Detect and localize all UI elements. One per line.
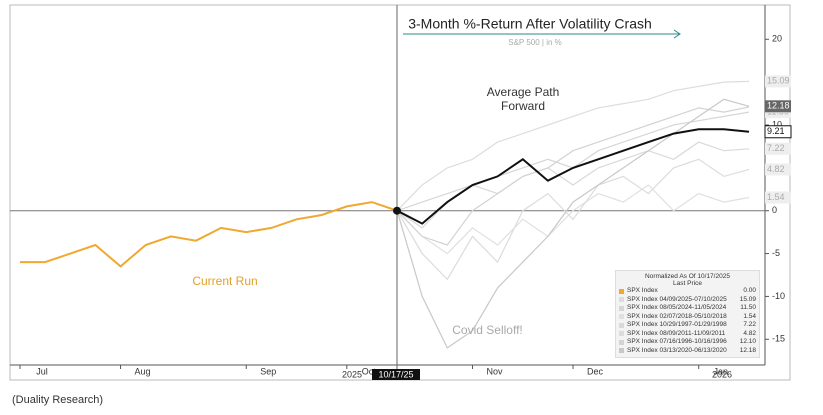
y-tick-label: 20 <box>772 34 782 44</box>
year-label: 2025 <box>342 369 362 379</box>
legend-swatch <box>619 297 624 303</box>
legend-item: SPX Index 03/13/2020-06/13/2020 12.18 <box>619 347 756 356</box>
value-tag <box>765 191 791 204</box>
value-tag <box>764 125 792 139</box>
series-line <box>396 141 750 229</box>
y-tick-label: -5 <box>772 248 780 258</box>
value-tag <box>765 75 791 88</box>
marker-label: 10/17/25 <box>378 369 413 379</box>
value-label: 15.09 <box>767 76 790 86</box>
title-arrowhead <box>673 29 681 39</box>
legend-label: SPX Index 08/09/2011-11/09/2011 <box>627 329 726 337</box>
chart-subtitle: S&P 500 | in % <box>508 38 562 47</box>
series-line <box>396 98 750 349</box>
value-tag <box>765 100 791 113</box>
legend-swatch <box>619 314 624 320</box>
legend-value: 0.00 <box>743 287 756 294</box>
legend-label: SPX Index 03/13/2020-06/13/2020 <box>627 346 727 354</box>
legend-swatch <box>619 339 624 345</box>
source: (Duality Research) <box>12 394 104 406</box>
legend-item: SPX Index 08/09/2011-11/09/2011 4.82 <box>619 330 756 339</box>
legend-item: SPX Index 07/16/1996-10/16/1996 12.10 <box>619 338 756 347</box>
legend-item: SPX Index 10/29/1997-01/29/1998 7.22 <box>619 321 756 330</box>
x-tick-label: Sep <box>260 366 276 376</box>
x-tick-label: Jan <box>713 366 728 376</box>
series-line <box>396 184 750 255</box>
legend-label: SPX Index 10/29/1997-01/29/1998 <box>627 321 727 328</box>
legend-value: 4.82 <box>743 329 756 337</box>
x-tick-label: Dec <box>587 366 604 376</box>
legend-item: SPX Index 04/09/2025-07/10/2025 15.09 <box>619 296 756 305</box>
x-tick-label: Aug <box>135 366 151 376</box>
x-tick-label: Nov <box>486 366 503 376</box>
annotation: Covid Selloff! <box>452 323 523 337</box>
legend-value: 1.54 <box>743 312 756 320</box>
x-tick-label: Jul <box>36 366 48 376</box>
legend-value: 11.50 <box>740 304 756 311</box>
anchor-point <box>393 206 401 215</box>
y-tick-label: 10 <box>772 119 782 129</box>
annotation: Current Run <box>192 274 258 288</box>
legend-header: Last Price <box>673 280 702 287</box>
y-tick-label: 0 <box>772 205 777 215</box>
legend-swatch <box>619 322 624 328</box>
chart: 3-Month %-Return After Volatility Crash … <box>9 4 792 381</box>
series-line <box>20 201 398 268</box>
legend-label: SPX Index 08/05/2024-11/05/2024 <box>627 304 727 311</box>
legend-label: SPX Index 02/07/2018-05/10/2018 <box>627 312 727 320</box>
legend-label: SPX Index 04/09/2025-07/10/2025 <box>627 295 727 303</box>
legend: Normalized As Of 10/17/2025 Last Price S… <box>615 270 760 358</box>
series-line <box>396 80 750 212</box>
value-label: 4.82 <box>767 164 785 174</box>
x-tick-label: Oct <box>362 366 377 376</box>
legend-swatch <box>619 288 624 294</box>
annotation: Average Path Forward <box>486 85 560 113</box>
legend-swatch <box>619 348 624 354</box>
y-tick-label: -15 <box>772 334 785 344</box>
value-label: 1.54 <box>767 192 785 202</box>
value-tag <box>765 142 791 155</box>
legend-label: SPX Index 07/16/1996-10/16/1996 <box>627 338 727 345</box>
legend-value: 12.10 <box>739 338 756 345</box>
legend-value: 7.22 <box>743 321 756 328</box>
series-line <box>396 128 750 225</box>
legend-item: SPX Index 08/05/2024-11/05/2024 11.50 <box>619 304 756 313</box>
year-label: 2026 <box>712 369 732 379</box>
legend-value: 12.18 <box>739 346 756 354</box>
marker-label-box <box>372 369 420 380</box>
legend-swatch <box>619 305 624 311</box>
legend-value: 15.09 <box>739 295 756 303</box>
chart-title: 3-Month %-Return After Volatility Crash <box>408 16 652 32</box>
legend-item: SPX Index 0.00 <box>619 287 756 296</box>
series-line <box>396 158 750 281</box>
value-tag <box>765 163 791 176</box>
legend-title: Normalized As Of 10/17/2025 <box>645 273 730 280</box>
y-tick-label: -10 <box>772 291 785 301</box>
value-label: 7.22 <box>767 143 785 153</box>
legend-swatch <box>619 331 624 337</box>
legend-item: SPX Index 02/07/2018-05/10/2018 1.54 <box>619 313 756 322</box>
series-line <box>396 106 750 246</box>
value-label: 9.21 <box>767 126 785 136</box>
legend-label: SPX Index <box>627 287 658 294</box>
value-label: 12.18 <box>767 101 790 111</box>
